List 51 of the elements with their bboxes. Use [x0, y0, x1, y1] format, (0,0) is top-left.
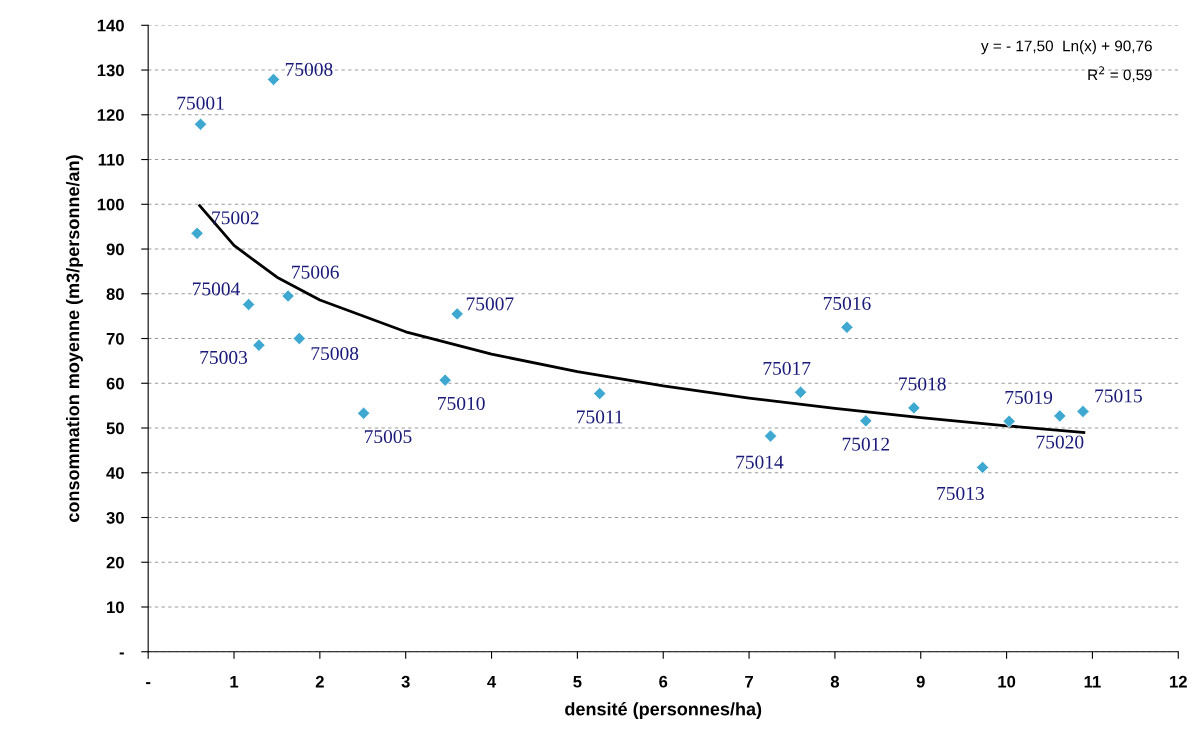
- annotation: 75020: [1036, 435, 1084, 449]
- x-tick-label: 10: [998, 675, 1016, 688]
- annotation: 75019: [1005, 390, 1053, 404]
- x-tick-label: 11: [1084, 675, 1101, 688]
- annotation: 75011: [577, 410, 623, 424]
- y-tick-label: 40: [106, 467, 124, 479]
- annotation: 75013: [937, 486, 984, 501]
- annotation: 75018: [899, 377, 946, 391]
- annotation: 75016: [823, 296, 871, 310]
- annotation: 75010: [438, 396, 485, 410]
- x-tick-label: 8: [830, 675, 840, 688]
- annotation: R$^{2}$ = 0,59: [1088, 66, 1152, 83]
- y-tick-label: 70: [106, 332, 124, 345]
- annotation: 75007: [466, 297, 514, 311]
- x-tick-label: 5: [573, 675, 582, 688]
- y-tick-label: 110: [98, 153, 124, 166]
- y-tick-label: 130: [97, 64, 124, 77]
- annotation: 75006: [292, 265, 339, 279]
- x-tick-label: 9: [916, 675, 925, 688]
- x-tick-label: 7: [745, 675, 753, 688]
- annotation: 75003: [200, 350, 248, 364]
- y-tick-label: 10: [107, 601, 124, 614]
- y-tick-label: 100: [97, 198, 124, 211]
- x-tick-label: 4: [487, 675, 497, 688]
- annotation: 75012: [842, 437, 890, 451]
- annotation: 75002: [212, 211, 259, 225]
- y-tick-label: 140: [97, 19, 124, 32]
- x-tick-label: 1: [230, 675, 239, 688]
- annotation: 75017: [763, 361, 811, 375]
- y-tick-label: 120: [97, 109, 124, 121]
- y-tick-label: 80: [106, 288, 124, 300]
- annotation: 75001: [177, 96, 224, 110]
- x-axis-title: densité (personnes/ha): [565, 702, 762, 719]
- annotation: y = - 17,50 Ln(x) + 90,76: [981, 40, 1152, 55]
- annotation: 75015: [1095, 389, 1142, 403]
- y-tick-label: 50: [106, 422, 124, 435]
- annotation: 75005: [364, 429, 412, 444]
- x-tick-label: 2: [315, 675, 324, 688]
- annotation: 75008: [311, 346, 359, 361]
- annotation: 75008: [285, 62, 333, 76]
- y-tick-label: 20: [106, 556, 124, 569]
- x-tick-label: 12: [1170, 675, 1187, 688]
- x-tick-label: 6: [659, 675, 668, 688]
- annotation: 75004: [192, 282, 240, 296]
- y-axis-title: consommation moyenne (m3/personne/an): [66, 155, 83, 522]
- y-tick-label: 30: [106, 511, 124, 524]
- y-tick-label: 60: [106, 377, 124, 390]
- annotation: 75014: [736, 455, 784, 469]
- y-tick-label: -: [119, 652, 124, 655]
- y-tick-label: 90: [106, 243, 124, 256]
- x-tick-label: 3: [401, 675, 410, 688]
